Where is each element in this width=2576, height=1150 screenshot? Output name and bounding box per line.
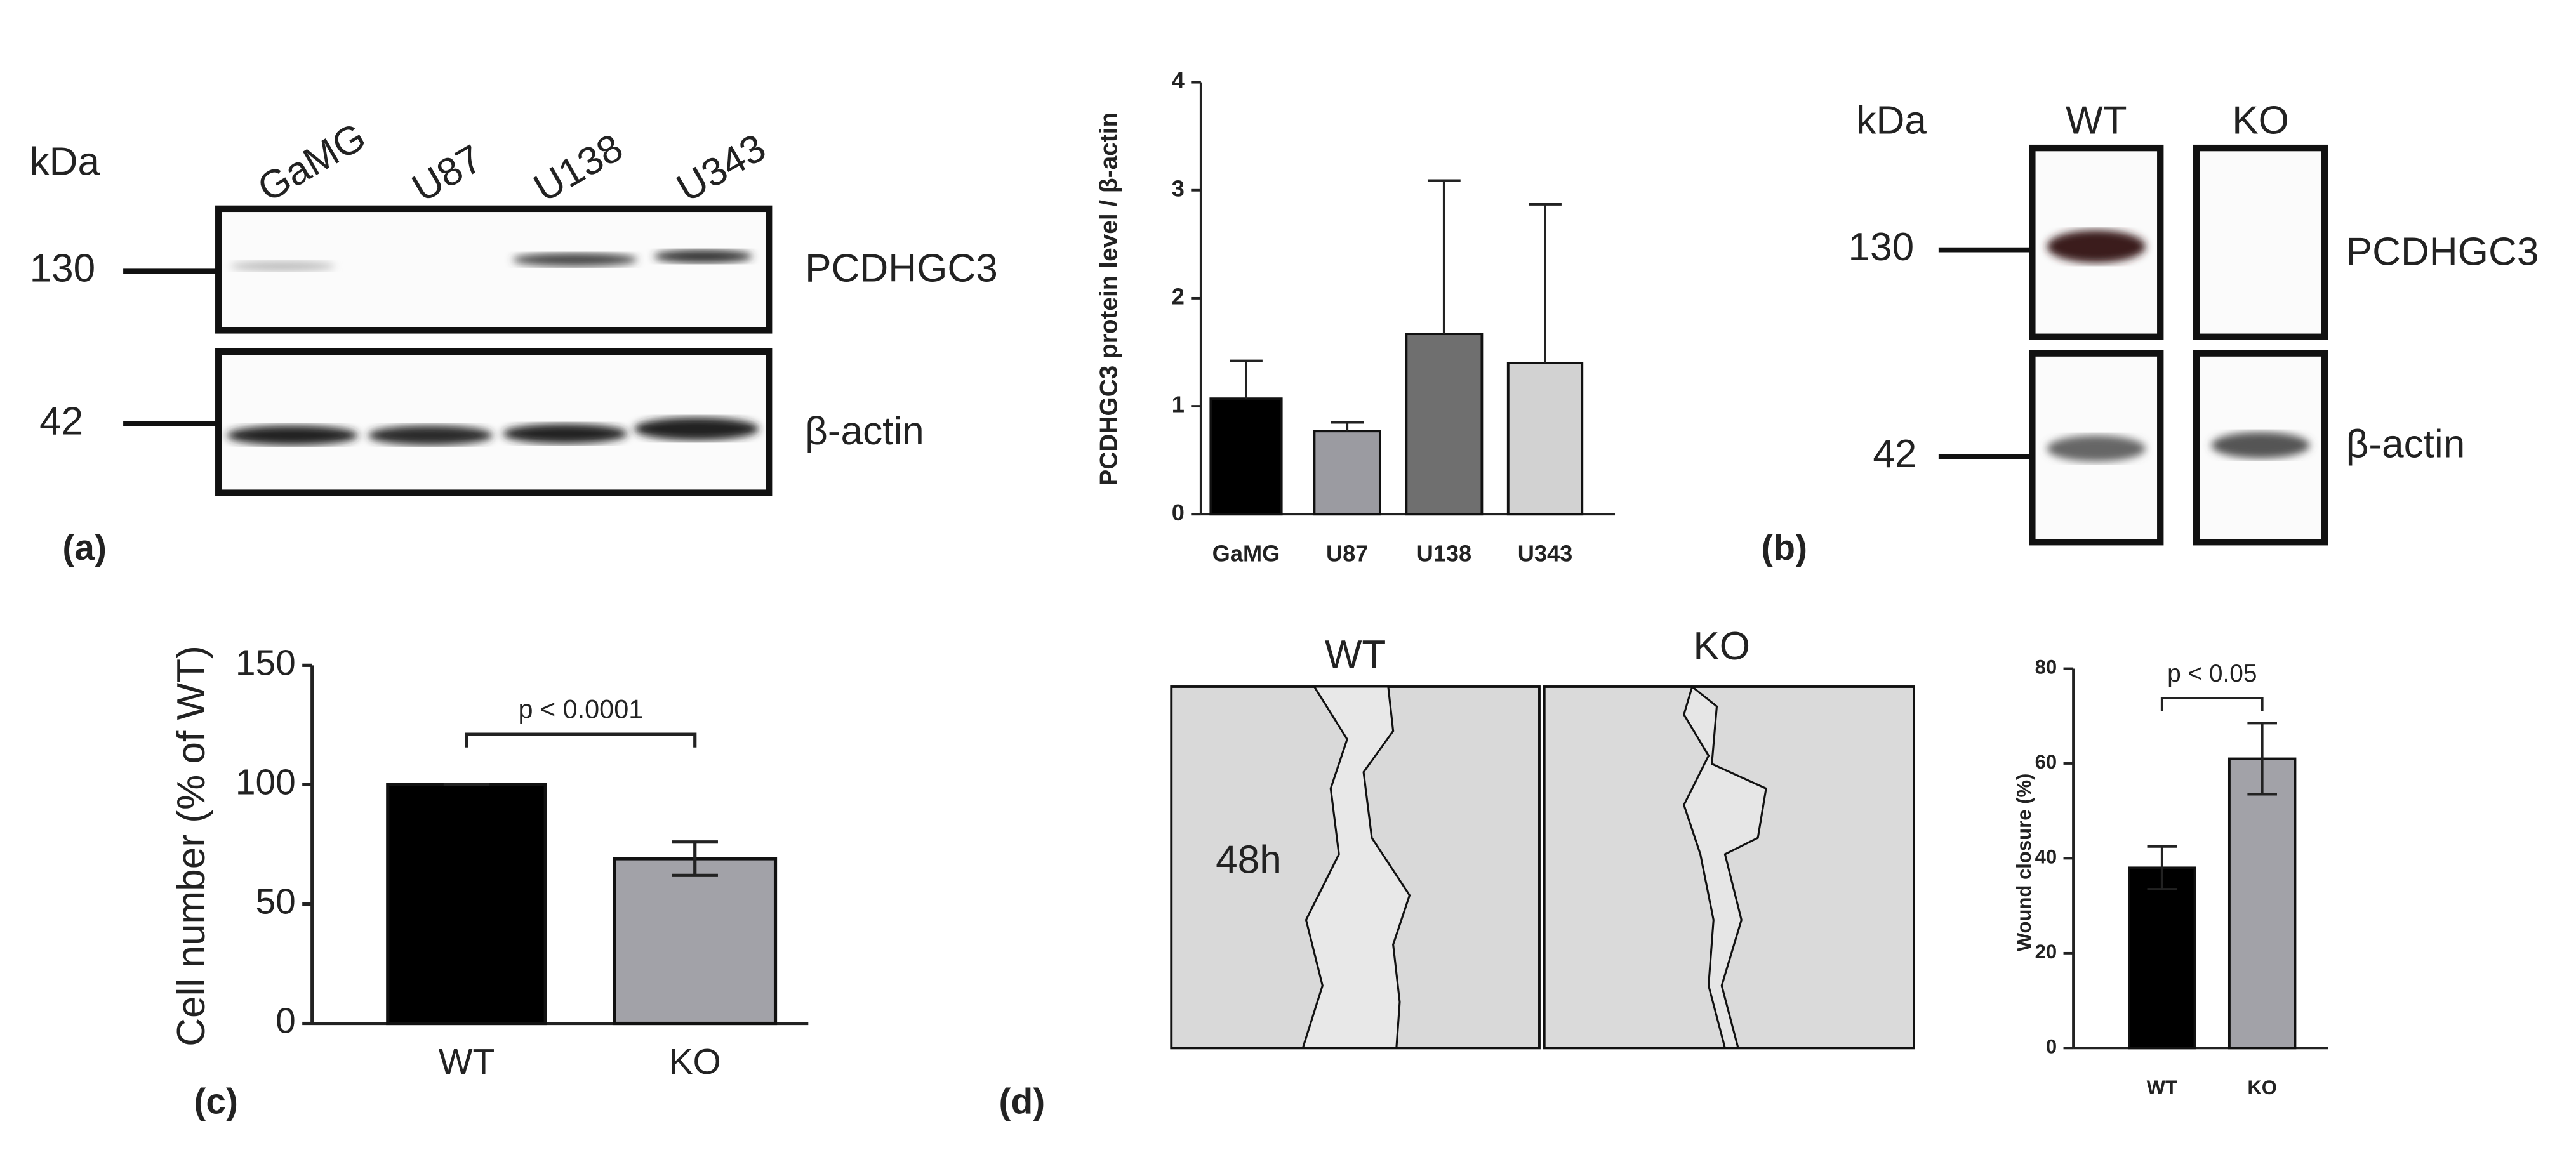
- panel-label: (b): [1761, 527, 1807, 568]
- bar: [1405, 333, 1484, 516]
- y-tick-label: 80: [2035, 656, 2057, 678]
- band: [227, 425, 359, 446]
- lane-label: U138: [527, 126, 630, 211]
- x-tick-label: U87: [1326, 541, 1368, 567]
- x-tick-label: U343: [1518, 541, 1573, 567]
- lane-label: KO: [2232, 99, 2289, 143]
- band: [2047, 435, 2146, 462]
- y-tick-label: 0: [276, 1001, 296, 1041]
- error-bar: [1230, 359, 1263, 399]
- wound-images: WT KO 48h: [1170, 625, 1915, 1050]
- y-tick-label: 1: [1172, 392, 1185, 418]
- significance-bracket: [465, 732, 697, 748]
- lane-label: U87: [405, 136, 489, 211]
- y-tick-label: 40: [2035, 846, 2057, 868]
- y-axis-label: Wound closure (%): [2013, 774, 2035, 952]
- y-tick-label: 100: [236, 762, 296, 802]
- marker-label: 42: [39, 399, 83, 443]
- error-bar: [1427, 179, 1461, 334]
- bar: [1209, 397, 1283, 516]
- y-axis-label: PCDHGC3 protein level / β-actin: [1096, 112, 1123, 486]
- marker-label: 42: [1873, 432, 1916, 476]
- band: [654, 249, 753, 263]
- significance-label: p < 0.0001: [518, 695, 643, 724]
- lane-label: GaMG: [251, 115, 373, 211]
- band: [2047, 230, 2146, 263]
- blot-a: kDa 130 42 PCDHGC3 β-actin GaMG U87 U138…: [30, 115, 998, 496]
- y-tick-label: 0: [1172, 499, 1185, 525]
- panel-label: (c): [194, 1081, 238, 1121]
- panel-label: (a): [62, 527, 107, 568]
- band: [230, 261, 335, 272]
- unit-label: kDa: [30, 140, 100, 183]
- condition-label: KO: [1693, 625, 1750, 668]
- lane-label: U343: [670, 126, 773, 211]
- band: [634, 417, 759, 440]
- band: [512, 253, 638, 267]
- protein-label: β-actin: [805, 409, 924, 453]
- bar: [613, 857, 778, 1026]
- protein-label: PCDHGC3: [805, 247, 998, 291]
- bar: [1313, 430, 1381, 516]
- x-tick-label: GaMG: [1212, 541, 1280, 567]
- protein-label: PCDHGC3: [2346, 230, 2539, 274]
- marker-label: 130: [1849, 225, 1915, 269]
- error-bar: [672, 840, 718, 877]
- y-tick-label: 60: [2035, 751, 2057, 773]
- wound-outline: [1683, 685, 1767, 1049]
- marker-label: 130: [30, 247, 96, 291]
- y-tick-label: 50: [256, 881, 296, 922]
- lane-label: WT: [2066, 99, 2127, 143]
- unit-label: kDa: [1856, 99, 1927, 143]
- x-tick-label: KO: [2247, 1076, 2277, 1099]
- wound-outline: [1301, 685, 1411, 1049]
- y-axis-label: Cell number (% of WT): [169, 645, 213, 1047]
- error-bar: [2147, 845, 2177, 890]
- bar: [386, 783, 547, 1026]
- significance-label: p < 0.05: [2167, 660, 2257, 687]
- error-bar: [1529, 202, 1562, 364]
- x-tick-label: WT: [439, 1041, 495, 1082]
- x-tick-label: U138: [1417, 541, 1472, 567]
- band: [502, 423, 628, 444]
- y-tick-label: 20: [2035, 941, 2057, 963]
- significance-bracket: [2160, 697, 2264, 711]
- band: [2211, 432, 2310, 459]
- y-tick-label: 3: [1172, 175, 1185, 201]
- blot-b: kDa WT KO 130 42 PCDHGC3 β-actin: [1849, 99, 2539, 546]
- band: [368, 425, 493, 446]
- y-tick-label: 4: [1172, 67, 1185, 93]
- y-tick-label: 150: [236, 642, 296, 683]
- y-tick-label: 2: [1172, 283, 1185, 309]
- bar: [2128, 866, 2196, 1050]
- error-bar: [1331, 421, 1364, 432]
- x-tick-label: KO: [669, 1041, 721, 1082]
- x-tick-label: WT: [2147, 1076, 2177, 1099]
- blot-box: [2193, 144, 2328, 340]
- bar: [1506, 362, 1584, 516]
- protein-label: β-actin: [2346, 423, 2466, 466]
- error-bar: [2247, 722, 2277, 796]
- panel-label: (d): [999, 1081, 1046, 1121]
- condition-label: WT: [1325, 633, 1386, 677]
- y-tick-label: 0: [2046, 1036, 2057, 1058]
- time-label: 48h: [1216, 838, 1282, 882]
- bar: [2227, 757, 2297, 1050]
